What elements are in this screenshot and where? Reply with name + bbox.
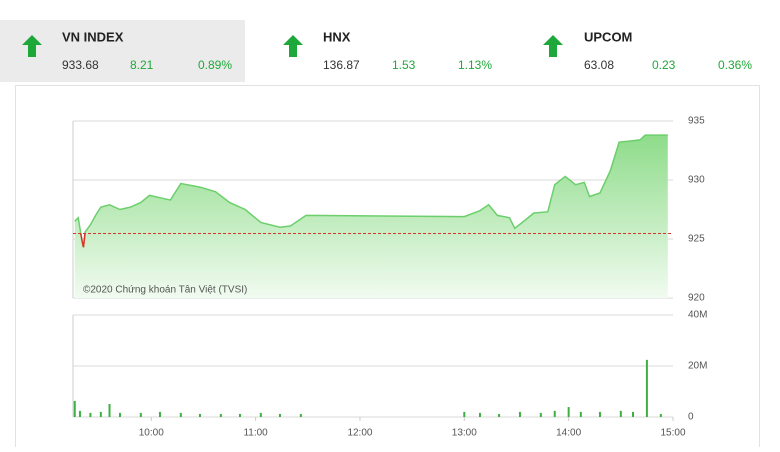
index-change: 8.21 (130, 58, 154, 72)
volume-bar (198, 413, 201, 417)
x-tick-label: 12:00 (347, 428, 372, 439)
index-name: UPCOM (584, 29, 632, 44)
x-tick-label: 10:00 (139, 428, 164, 439)
volume-bar (179, 412, 182, 417)
x-tick-label: 14:00 (556, 428, 581, 439)
volume-bar (139, 412, 142, 417)
volume-bar (219, 413, 222, 417)
y-tick-label: 930 (688, 175, 705, 186)
y-tick-label: 0 (688, 412, 694, 423)
index-value: 63.08 (584, 58, 614, 72)
volume-bar (463, 411, 466, 417)
volume-bar (259, 412, 262, 417)
index-value: 933.68 (62, 58, 99, 72)
index-change: 0.23 (652, 58, 676, 72)
y-tick-label: 920 (688, 293, 705, 304)
x-tick-label: 11:00 (243, 428, 268, 439)
volume-bar (73, 400, 76, 417)
y-tick-label: 20M (688, 361, 707, 372)
up-arrow (543, 35, 563, 57)
index-pct: 1.13% (458, 58, 492, 72)
y-tick-label: 935 (688, 116, 705, 127)
volume-bar (478, 412, 481, 417)
watermark: ©2020 Chứng khoán Tân Việt (TVSI) (83, 285, 247, 296)
volume-bar (518, 411, 521, 417)
y-tick-label: 40M (688, 310, 707, 321)
index-name: VN INDEX (62, 29, 124, 44)
volume-bar (89, 412, 92, 417)
line (74, 134, 668, 248)
volume-bar (619, 410, 622, 417)
active-tab[interactable] (0, 20, 245, 82)
panel (15, 85, 760, 452)
volume-bar (553, 410, 556, 417)
index-pct: 0.36% (718, 58, 752, 72)
volume-bar (238, 413, 241, 417)
volume-bar (278, 413, 281, 417)
index-change: 1.53 (392, 58, 416, 72)
volume-bar (299, 413, 302, 417)
volume-bar (158, 411, 161, 417)
volume-bar (539, 412, 542, 417)
x-tick-label: 13:00 (452, 428, 477, 439)
volume-bar (659, 413, 662, 417)
up-arrow (22, 35, 42, 57)
volume-bar (78, 410, 81, 417)
up-arrow (283, 35, 303, 57)
index-pct: 0.89% (198, 58, 232, 72)
volume-bar (118, 412, 121, 417)
index-value: 136.87 (323, 58, 360, 72)
volume-bar (645, 359, 648, 417)
volume-bar (579, 411, 582, 417)
index-name: HNX (323, 29, 351, 44)
volume-bar (99, 411, 102, 417)
x-tick-label: 15:00 (660, 428, 685, 439)
volume-bar (108, 403, 111, 417)
volume-bar (632, 411, 634, 417)
volume-bar (598, 411, 601, 417)
volume-bar (498, 413, 501, 417)
volume-bar (567, 407, 570, 417)
y-tick-label: 925 (688, 234, 705, 245)
